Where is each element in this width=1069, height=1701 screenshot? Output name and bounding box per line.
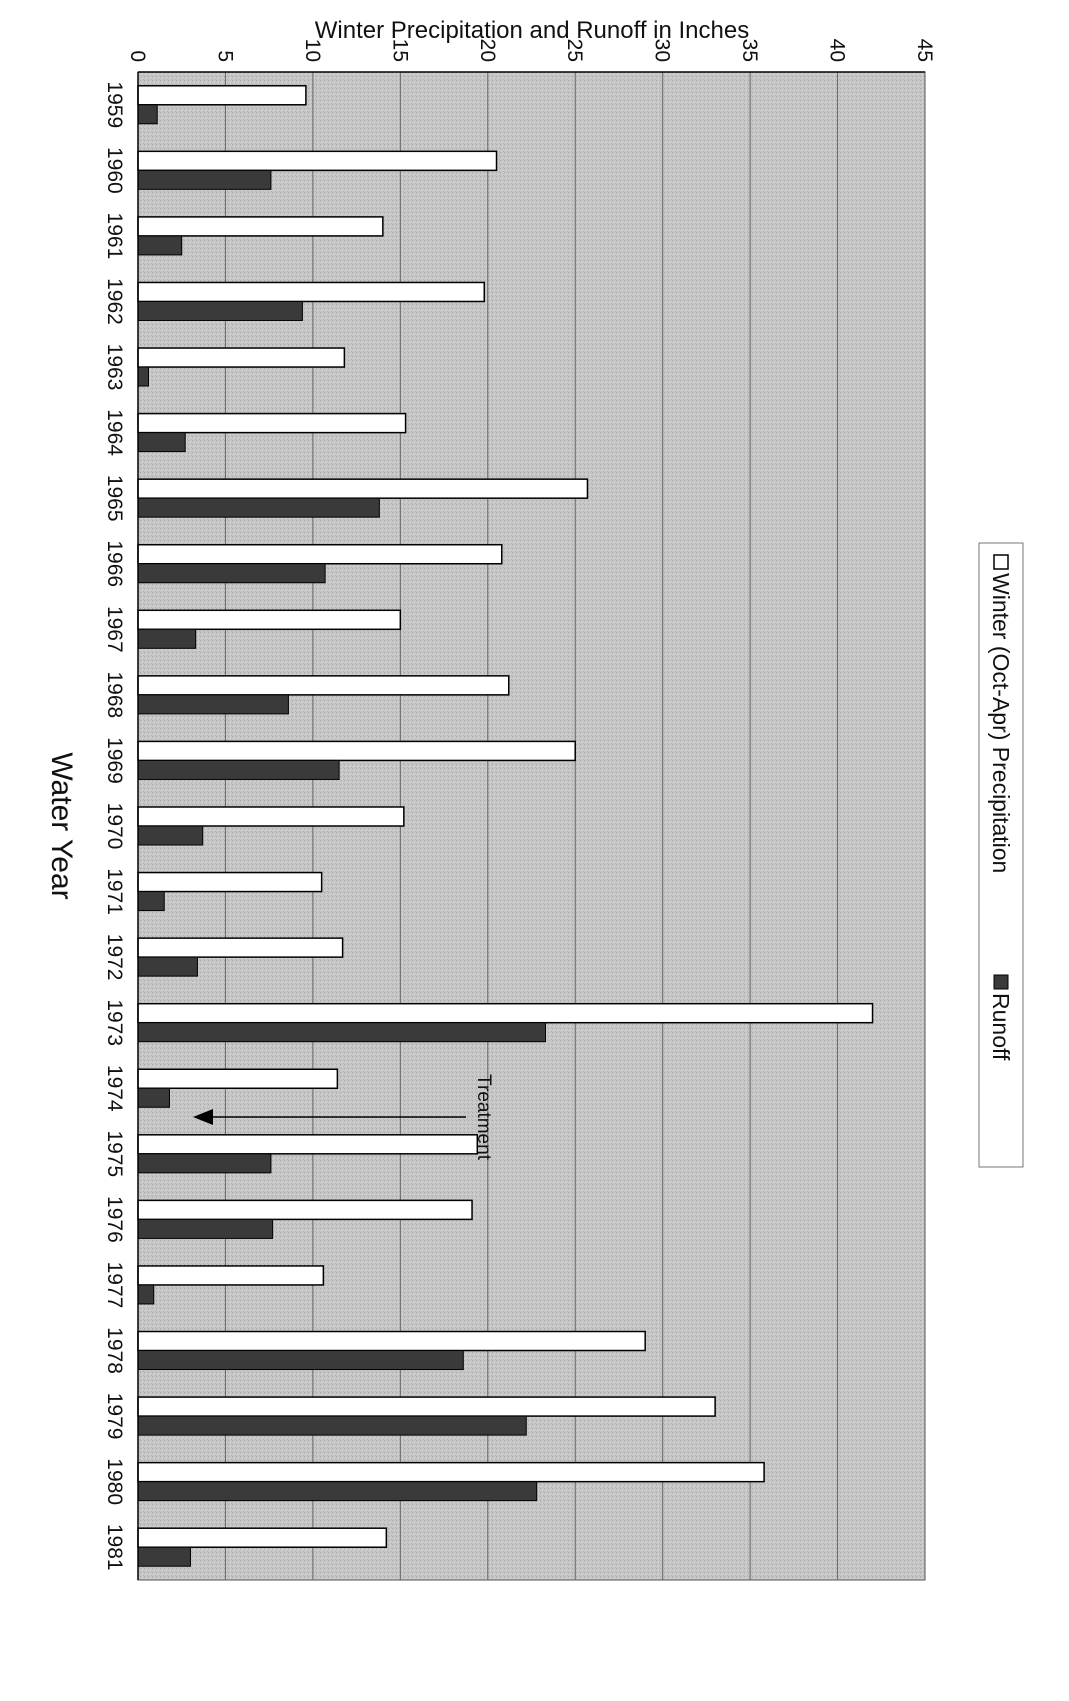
bar-runoff bbox=[137, 300, 303, 321]
bar-runoff bbox=[137, 432, 186, 453]
bar-runoff bbox=[137, 235, 183, 256]
bar-runoff bbox=[137, 956, 198, 977]
legend-swatch-precipitation bbox=[993, 554, 1009, 570]
bar-runoff bbox=[137, 169, 272, 190]
bar-precipitation bbox=[137, 1330, 646, 1352]
bar-precipitation bbox=[137, 412, 407, 434]
bar-runoff bbox=[137, 497, 380, 518]
bar-precipitation bbox=[137, 1002, 874, 1024]
x-tick-label: 1972 bbox=[103, 934, 126, 981]
bar-precipitation bbox=[137, 347, 346, 368]
bar-runoff bbox=[137, 1350, 464, 1371]
y-tick-label: 20 bbox=[476, 39, 499, 62]
x-tick-label: 1980 bbox=[103, 1458, 126, 1505]
bar-precipitation bbox=[137, 85, 307, 106]
bar-precipitation bbox=[137, 609, 402, 631]
y-tick-label: 25 bbox=[563, 39, 586, 62]
y-tick-label: 30 bbox=[651, 39, 674, 62]
x-tick-label: 1962 bbox=[103, 278, 126, 325]
bar-runoff bbox=[137, 891, 165, 912]
x-tick-label: 1981 bbox=[103, 1524, 126, 1571]
bar-precipitation bbox=[137, 543, 503, 565]
y-tick-label: 40 bbox=[826, 39, 849, 62]
bar-runoff bbox=[137, 759, 340, 780]
x-tick-labels: 1959 1960 1961 1962 1963 1964 1965 1966 1967 1968… bbox=[103, 81, 126, 1570]
y-tick-label: 5 bbox=[213, 50, 236, 62]
bar-precipitation bbox=[137, 1265, 325, 1286]
bar-runoff bbox=[137, 694, 289, 715]
chart-rotation-group: 0 5 10 15 20 25 30 35 40 45 195919601961196219631… bbox=[45, 17, 1024, 1581]
x-tick-label: 1970 bbox=[103, 803, 126, 850]
x-tick-label: 1966 bbox=[103, 540, 126, 587]
bar-precipitation bbox=[137, 675, 510, 696]
y-tick-label: 15 bbox=[388, 39, 411, 62]
y-tick-label: 0 bbox=[126, 50, 149, 62]
bars bbox=[137, 85, 874, 1567]
bar-precipitation bbox=[137, 1134, 479, 1155]
bar-precipitation bbox=[137, 281, 486, 303]
bar-precipitation bbox=[137, 1396, 716, 1417]
bar-precipitation bbox=[137, 1527, 388, 1548]
x-tick-label: 1967 bbox=[103, 606, 126, 653]
bar-precipitation bbox=[137, 1068, 339, 1090]
x-tick-label: 1974 bbox=[103, 1065, 126, 1112]
bar-precipitation bbox=[137, 1461, 765, 1483]
x-tick-label: 1961 bbox=[103, 213, 126, 260]
x-axis-title: Water Year bbox=[45, 752, 78, 899]
x-tick-label: 1964 bbox=[103, 409, 126, 456]
x-tick-label: 1968 bbox=[103, 672, 126, 719]
y-axis-title: Winter Precipitation and Runoff in Inche… bbox=[315, 17, 749, 44]
bar-runoff bbox=[137, 1153, 272, 1174]
y-tick-label: 10 bbox=[301, 39, 324, 62]
bar-precipitation bbox=[137, 806, 405, 827]
legend-label-runoff: Runoff bbox=[988, 993, 1014, 1061]
legend-box bbox=[978, 542, 1024, 1168]
bar-precipitation bbox=[137, 871, 323, 893]
y-tick-labels: 0 5 10 15 20 25 30 35 40 45 bbox=[126, 39, 936, 62]
y-tick-label: 45 bbox=[913, 39, 936, 62]
bar-runoff bbox=[137, 1546, 191, 1567]
bar-precipitation bbox=[137, 478, 589, 499]
bar-precipitation bbox=[137, 740, 576, 762]
bar-runoff bbox=[137, 825, 204, 846]
x-tick-label: 1973 bbox=[103, 999, 126, 1046]
bar-runoff bbox=[137, 628, 197, 649]
treatment-annotation: Treatment bbox=[193, 1074, 494, 1161]
bar-precipitation bbox=[137, 216, 384, 237]
x-tick-label: 1969 bbox=[103, 737, 126, 784]
x-tick-label: 1977 bbox=[103, 1262, 126, 1309]
treatment-label: Treatment bbox=[473, 1074, 494, 1161]
x-tick-label: 1978 bbox=[103, 1327, 126, 1374]
bar-runoff bbox=[137, 563, 326, 584]
bar-precipitation bbox=[137, 150, 498, 172]
treatment-arrowhead bbox=[193, 1109, 213, 1126]
legend-swatch-runoff bbox=[993, 974, 1009, 990]
x-tick-label: 1960 bbox=[103, 147, 126, 194]
bar-precipitation bbox=[137, 1199, 473, 1221]
x-tick-label: 1963 bbox=[103, 344, 126, 391]
legend: Winter (Oct-Apr) Precipitation Runoff bbox=[978, 542, 1024, 1168]
bar-runoff bbox=[137, 366, 149, 387]
bar-precipitation bbox=[137, 937, 344, 958]
x-tick-label: 1976 bbox=[103, 1196, 126, 1243]
x-tick-label: 1975 bbox=[103, 1130, 126, 1177]
bar-runoff bbox=[137, 1022, 546, 1043]
bar-runoff bbox=[137, 1481, 538, 1502]
bar-runoff bbox=[137, 1415, 527, 1436]
legend-label-precipitation: Winter (Oct-Apr) Precipitation bbox=[988, 573, 1014, 873]
x-tick-label: 1959 bbox=[103, 81, 126, 128]
x-tick-label: 1979 bbox=[103, 1393, 126, 1440]
bar-runoff bbox=[137, 1284, 155, 1305]
bar-runoff bbox=[137, 104, 158, 125]
y-tick-label: 35 bbox=[738, 39, 761, 62]
bar-runoff bbox=[137, 1087, 170, 1108]
bar-runoff bbox=[137, 1218, 274, 1239]
x-tick-label: 1971 bbox=[103, 868, 126, 915]
x-tick-label: 1965 bbox=[103, 475, 126, 522]
